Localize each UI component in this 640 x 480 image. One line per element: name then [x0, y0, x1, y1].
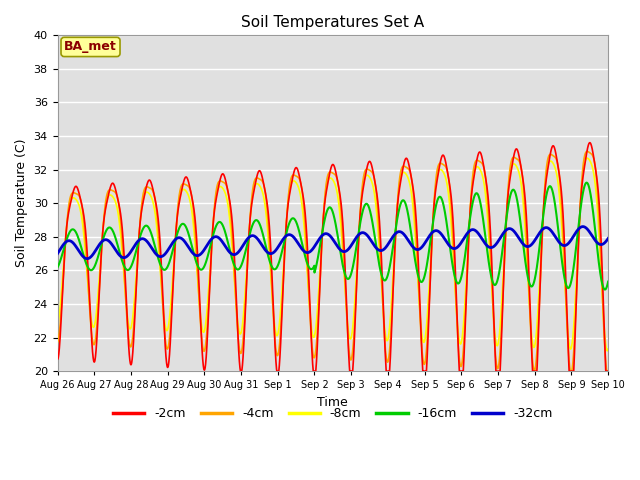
-8cm — [584, 156, 591, 161]
-32cm — [54, 251, 61, 256]
-4cm — [566, 368, 574, 374]
-2cm — [120, 247, 127, 252]
-32cm — [225, 249, 233, 254]
X-axis label: Time: Time — [317, 396, 348, 408]
Line: -8cm: -8cm — [58, 158, 608, 351]
-32cm — [579, 224, 587, 229]
-16cm — [225, 243, 232, 249]
-16cm — [601, 287, 609, 292]
-16cm — [604, 279, 612, 285]
-4cm — [583, 148, 591, 154]
-8cm — [225, 207, 232, 213]
-32cm — [604, 236, 612, 241]
-2cm — [237, 368, 244, 374]
-2cm — [604, 368, 612, 374]
-8cm — [479, 174, 486, 180]
-2cm — [54, 357, 61, 362]
-2cm — [434, 172, 442, 178]
-16cm — [120, 263, 127, 268]
-4cm — [88, 336, 96, 342]
Title: Soil Temperatures Set A: Soil Temperatures Set A — [241, 15, 424, 30]
Line: -4cm: -4cm — [58, 151, 608, 371]
-8cm — [434, 170, 442, 176]
-2cm — [119, 235, 127, 241]
-8cm — [604, 346, 612, 352]
-2cm — [479, 159, 486, 165]
-4cm — [434, 164, 442, 170]
-32cm — [83, 256, 91, 262]
Line: -32cm: -32cm — [58, 227, 608, 259]
Y-axis label: Soil Temperature (C): Soil Temperature (C) — [15, 139, 28, 267]
-32cm — [120, 255, 128, 261]
-8cm — [54, 322, 61, 327]
-16cm — [479, 214, 486, 219]
-2cm — [88, 345, 96, 351]
-8cm — [88, 322, 96, 328]
-16cm — [88, 267, 96, 273]
-4cm — [604, 368, 612, 374]
-8cm — [604, 348, 611, 354]
-16cm — [434, 196, 442, 202]
-2cm — [586, 140, 594, 145]
Line: -2cm: -2cm — [58, 143, 608, 371]
-4cm — [119, 251, 127, 256]
-8cm — [120, 270, 127, 276]
-4cm — [225, 192, 232, 198]
-16cm — [119, 261, 127, 266]
-4cm — [54, 339, 61, 345]
-16cm — [582, 180, 590, 185]
-32cm — [434, 228, 442, 234]
-4cm — [479, 162, 486, 168]
Text: BA_met: BA_met — [64, 40, 117, 53]
-32cm — [88, 252, 96, 258]
-16cm — [54, 264, 61, 270]
Line: -16cm: -16cm — [58, 182, 608, 289]
-4cm — [120, 264, 127, 269]
Legend: -2cm, -4cm, -8cm, -16cm, -32cm: -2cm, -4cm, -8cm, -16cm, -32cm — [108, 402, 557, 425]
-8cm — [119, 260, 127, 266]
-32cm — [119, 255, 127, 261]
-32cm — [479, 237, 486, 243]
-2cm — [225, 192, 232, 198]
